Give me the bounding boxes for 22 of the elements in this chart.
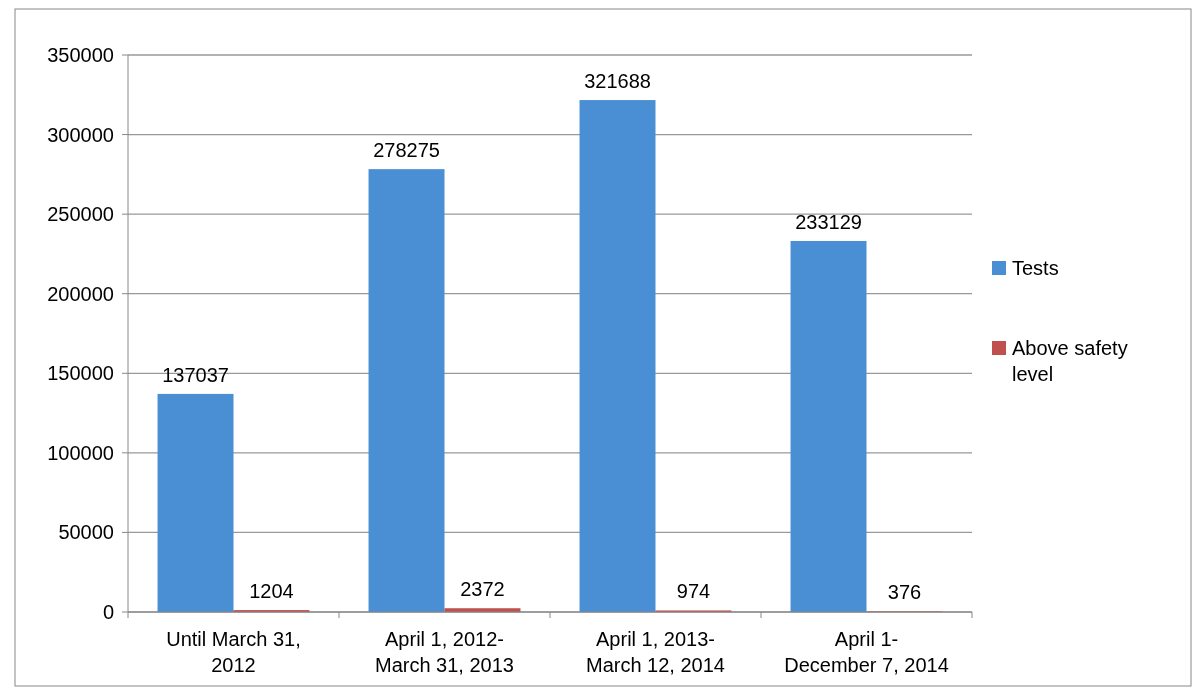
- data-label: 376: [887, 581, 922, 604]
- data-label: 137037: [162, 363, 229, 386]
- y-tick-label: 50000: [58, 521, 114, 544]
- y-tick-label: 300000: [47, 123, 114, 146]
- data-label: 2372: [460, 578, 505, 601]
- data-label: 233129: [795, 210, 862, 233]
- data-label: 278275: [373, 139, 440, 162]
- y-tick-label: 100000: [47, 441, 114, 464]
- legend-label: Tests: [1012, 257, 1059, 279]
- y-tick-label: 200000: [47, 282, 114, 305]
- y-tick-label: 0: [102, 601, 114, 623]
- data-label: 321688: [584, 70, 651, 93]
- x-tick-label: April 1-December 7, 2014: [784, 628, 949, 676]
- legend-label: Above safety level: [1012, 337, 1128, 385]
- y-tick-label: 150000: [47, 362, 114, 385]
- x-tick-label: April 1, 2012-March 31, 2013: [375, 628, 514, 676]
- y-tick-label: 350000: [47, 44, 114, 66]
- x-tick-label: Until March 31, 2012: [166, 628, 301, 676]
- data-label: 974: [676, 580, 711, 603]
- data-label: 1204: [249, 580, 294, 603]
- y-tick-label: 250000: [47, 203, 114, 226]
- x-tick-label: April 1, 2013-March 12, 2014: [586, 628, 725, 676]
